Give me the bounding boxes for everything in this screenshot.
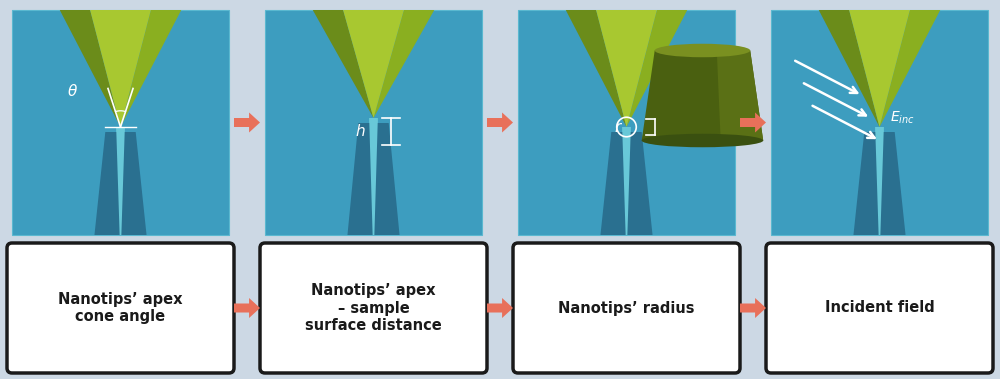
Polygon shape xyxy=(116,127,125,235)
Polygon shape xyxy=(740,298,766,318)
Polygon shape xyxy=(622,127,631,235)
Text: $E_{inc}$: $E_{inc}$ xyxy=(890,110,915,126)
Text: Nanotips’ radius: Nanotips’ radius xyxy=(558,301,695,315)
Text: h: h xyxy=(356,124,365,139)
Text: $\theta$: $\theta$ xyxy=(67,83,78,99)
Polygon shape xyxy=(566,10,626,127)
Polygon shape xyxy=(313,10,374,118)
Polygon shape xyxy=(120,10,181,127)
Polygon shape xyxy=(596,10,657,127)
Polygon shape xyxy=(343,10,404,118)
FancyBboxPatch shape xyxy=(7,243,234,373)
Bar xyxy=(12,10,229,235)
Polygon shape xyxy=(642,50,763,141)
Polygon shape xyxy=(60,10,120,127)
Text: Incident field: Incident field xyxy=(825,301,934,315)
Polygon shape xyxy=(374,10,434,118)
Polygon shape xyxy=(116,127,125,235)
Polygon shape xyxy=(717,50,763,141)
Polygon shape xyxy=(369,118,378,235)
Polygon shape xyxy=(875,127,884,235)
Polygon shape xyxy=(853,132,906,235)
Text: r: r xyxy=(615,119,621,135)
Text: Nanotips’ apex
– sample
surface distance: Nanotips’ apex – sample surface distance xyxy=(305,283,442,333)
Ellipse shape xyxy=(642,134,763,147)
Polygon shape xyxy=(819,10,880,127)
Text: Nanotips’ apex
cone angle: Nanotips’ apex cone angle xyxy=(58,292,183,324)
Polygon shape xyxy=(740,113,766,133)
Polygon shape xyxy=(849,10,910,127)
Polygon shape xyxy=(487,298,513,318)
Polygon shape xyxy=(875,127,884,235)
Polygon shape xyxy=(626,10,687,127)
Bar xyxy=(518,10,735,235)
Polygon shape xyxy=(234,113,260,133)
Polygon shape xyxy=(234,298,260,318)
Polygon shape xyxy=(880,10,940,127)
Polygon shape xyxy=(369,118,378,235)
Polygon shape xyxy=(94,132,147,235)
FancyBboxPatch shape xyxy=(260,243,487,373)
Polygon shape xyxy=(90,10,151,127)
Ellipse shape xyxy=(655,44,750,57)
FancyBboxPatch shape xyxy=(513,243,740,373)
Bar xyxy=(265,10,482,235)
Polygon shape xyxy=(487,113,513,133)
FancyBboxPatch shape xyxy=(766,243,993,373)
Bar xyxy=(771,10,988,235)
Polygon shape xyxy=(600,132,653,235)
Polygon shape xyxy=(347,123,400,235)
Polygon shape xyxy=(622,127,631,235)
